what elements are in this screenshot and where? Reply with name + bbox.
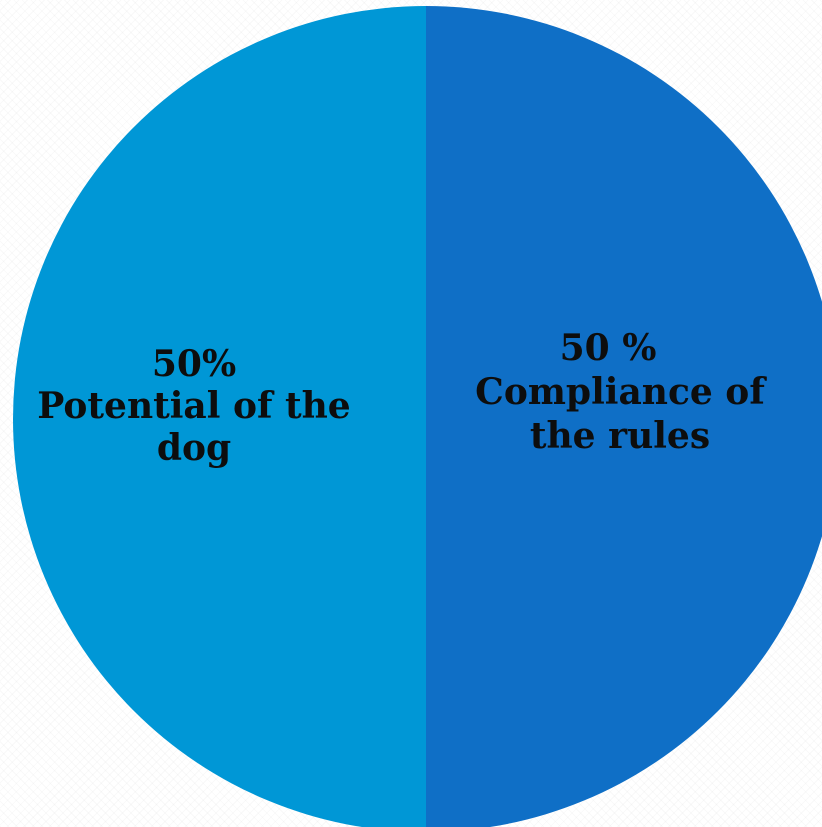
pie-slice-label-line: dog — [157, 427, 231, 469]
pie-slice-label-1: 50% Potential of the dog — [37, 343, 350, 469]
pie-slice-1 — [13, 6, 426, 827]
pie-slices — [13, 6, 822, 827]
pie-slice-label-2: 50 % Compliance of the rules — [475, 327, 767, 457]
pie-slice-label-line: Potential of the — [37, 385, 350, 427]
pie-slice-label-line: the rules — [530, 415, 710, 457]
pie-labels: 50% Potential of the dog 50 % Compliance of t… — [37, 327, 767, 469]
pie-slice-2 — [426, 6, 822, 827]
pie-slice-label-line: 50% — [152, 343, 236, 385]
pie-slice-label-line: Compliance of — [475, 371, 767, 413]
pie-slice-label-line: 50 % — [560, 327, 657, 369]
